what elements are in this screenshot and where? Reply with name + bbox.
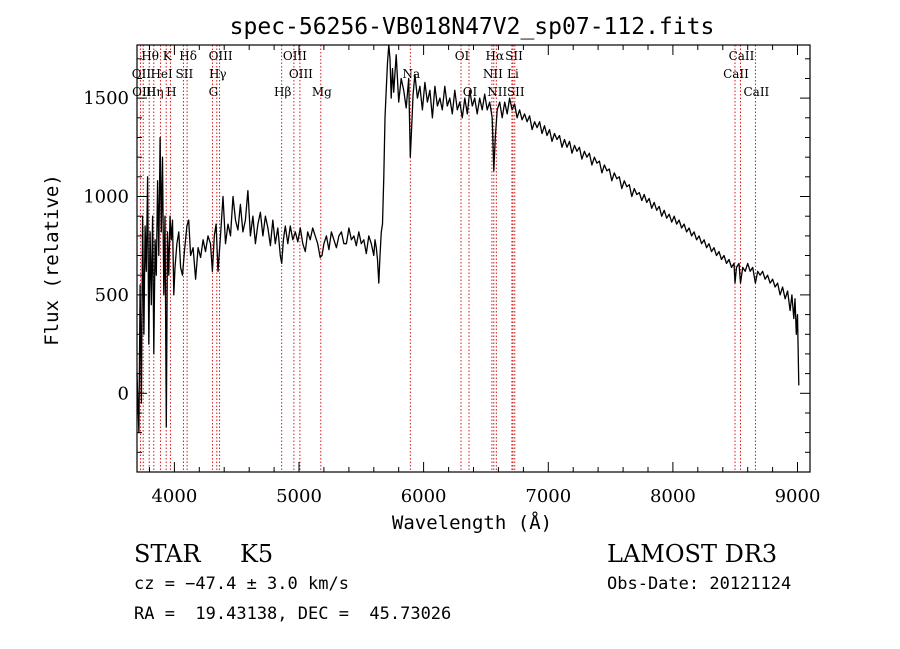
x-tick-label: 9000 — [775, 486, 821, 507]
line-marker-label: CaII — [723, 67, 749, 81]
survey-name: LAMOST DR3 — [607, 540, 778, 568]
line-marker-label: K — [163, 49, 173, 63]
line-marker-label: NII — [487, 85, 507, 99]
line-marker-label: Hγ — [209, 67, 227, 81]
line-markers — [139, 45, 756, 472]
line-marker-label: OIII — [132, 85, 156, 99]
x-tick-label: 7000 — [525, 486, 571, 507]
y-tick-label: 1000 — [83, 187, 129, 208]
coordinates: RA = 19.43138, DEC = 45.73026 — [134, 604, 452, 624]
spectrum-chart: spec-56256-VB018N47V2_sp07-112.fits Hθ OI… — [41, 14, 821, 534]
x-tick-label: 4000 — [151, 486, 197, 507]
line-marker-label: Hδ — [179, 49, 197, 63]
line-marker-label: Li — [507, 67, 519, 81]
line-marker-label: OIII — [289, 67, 313, 81]
line-marker-label: SII — [505, 49, 523, 63]
line-marker-label: Hα — [486, 49, 505, 63]
observation-date: Obs-Date: 20121124 — [607, 574, 792, 594]
line-marker-label: Hθ — [141, 49, 159, 63]
line-marker-label: HeI — [150, 67, 173, 81]
y-tick-label: 500 — [95, 285, 129, 306]
x-axis-ticks: 4000 5000 6000 7000 8000 9000 — [149, 45, 821, 507]
line-marker-label: NII — [483, 67, 503, 81]
line-marker-label: OIII — [209, 49, 233, 63]
y-tick-label: 1500 — [83, 88, 129, 109]
plot-frame — [136, 44, 811, 473]
chart-title: spec-56256-VB018N47V2_sp07-112.fits — [230, 14, 715, 40]
object-subclass: K5 — [240, 540, 274, 568]
y-axis-ticks: 0 500 1000 1500 — [83, 58, 810, 453]
line-marker-label: CaII — [743, 85, 769, 99]
y-tick-label: 0 — [118, 383, 129, 404]
line-marker-label: Na — [402, 67, 420, 81]
y-axis-label: Flux (relative) — [41, 174, 63, 346]
line-marker-label: H — [166, 85, 176, 99]
line-marker-label: Hη — [146, 85, 164, 99]
line-marker-label: Mg — [312, 85, 332, 99]
line-marker-label: Hβ — [274, 85, 291, 99]
x-tick-label: 5000 — [276, 486, 322, 507]
line-marker-label: SII — [176, 67, 194, 81]
x-tick-label: 6000 — [401, 486, 447, 507]
object-class: STAR — [134, 540, 201, 568]
line-marker-label: SII — [507, 85, 525, 99]
line-marker-label: OIII — [283, 49, 307, 63]
line-marker-label: CaII — [729, 49, 755, 63]
x-tick-label: 8000 — [650, 486, 696, 507]
spectrum-line — [136, 44, 800, 434]
x-axis-label: Wavelength (Å) — [392, 511, 552, 534]
redshift-cz: cz = −47.4 ± 3.0 km/s — [134, 574, 349, 594]
line-marker-label: G — [209, 85, 219, 99]
line-marker-label: OI — [455, 49, 470, 63]
